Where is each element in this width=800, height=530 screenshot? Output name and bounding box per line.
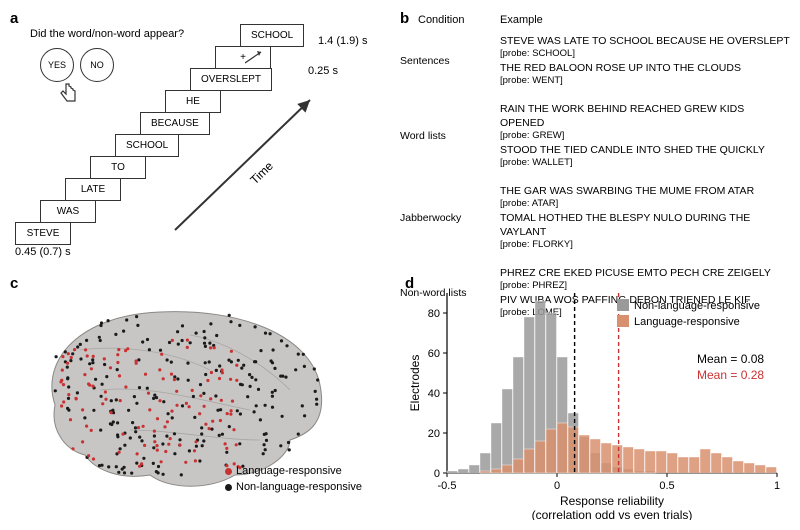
svg-text:0: 0	[434, 468, 440, 480]
svg-text:0: 0	[554, 480, 560, 492]
panel-b: b Condition Example SentencesSTEVE WAS L…	[400, 10, 790, 260]
example-1: RAIN THE WORK BEHIND REACHED GREW KIDS O…	[500, 102, 790, 130]
legend-dot-lang	[225, 468, 232, 475]
panel-b-header: Condition Example	[400, 14, 790, 26]
yes-button: YES	[40, 48, 74, 82]
yes-no-buttons: YES NO	[40, 48, 114, 82]
condition-row: Word listsRAIN THE WORK BEHIND REACHED G…	[400, 102, 790, 170]
word-box: OVERSLEPT	[190, 68, 272, 91]
probe-1: [probe: GREW]	[500, 130, 790, 143]
condition-examples: RAIN THE WORK BEHIND REACHED GREW KIDS O…	[500, 102, 790, 170]
panel-d: d 020406080-0.500.51ElectrodesResponse r…	[405, 275, 790, 520]
legend-lang-text: Language-responsive	[236, 465, 342, 477]
legend-dot-nonlang	[225, 484, 232, 491]
svg-text:-0.5: -0.5	[438, 480, 457, 492]
condition-examples: STEVE WAS LATE TO SCHOOL BECAUSE HE OVER…	[500, 34, 790, 88]
svg-text:0.5: 0.5	[659, 480, 674, 492]
example-2: STOOD THE TIED CANDLE INTO SHED THE QUIC…	[500, 143, 790, 157]
histogram: 020406080-0.500.51ElectrodesResponse rel…	[405, 285, 790, 520]
bottom-timing: 0.45 (0.7) s	[15, 246, 71, 258]
example-1: THE GAR WAS SWARBING THE MUME FROM ATAR	[500, 184, 790, 198]
svg-text:Mean = 0.08: Mean = 0.08	[697, 352, 764, 366]
condition-examples: THE GAR WAS SWARBING THE MUME FROM ATAR[…	[500, 184, 790, 252]
condition-row: JabberwockyTHE GAR WAS SWARBING THE MUME…	[400, 184, 790, 252]
header-example: Example	[500, 14, 543, 26]
top-timing: 1.4 (1.9) s	[318, 35, 368, 47]
svg-text:20: 20	[428, 428, 440, 440]
probe-2: [probe: WALLET]	[500, 157, 790, 170]
svg-text:Language-responsive: Language-responsive	[634, 316, 740, 328]
example-1: STEVE WAS LATE TO SCHOOL BECAUSE HE OVER…	[500, 34, 790, 48]
svg-text:Mean = 0.28: Mean = 0.28	[697, 368, 764, 382]
svg-text:1: 1	[774, 480, 780, 492]
probe-1: [probe: ATAR]	[500, 198, 790, 211]
svg-text:Non-language-responsive: Non-language-responsive	[634, 300, 760, 312]
condition-name: Sentences	[400, 34, 500, 88]
legend-nonlang-text: Non-language-responsive	[236, 481, 362, 493]
word-box: SCHOOL	[240, 24, 304, 47]
condition-name: Word lists	[400, 102, 500, 170]
panel-a-question: Did the word/non-word appear?	[30, 28, 184, 40]
word-box: STEVE	[15, 222, 71, 245]
condition-name: Jabberwocky	[400, 184, 500, 252]
time-arrow: Time	[165, 90, 325, 240]
panel-a-label: a	[10, 10, 18, 27]
svg-text:Electrodes: Electrodes	[408, 355, 422, 412]
svg-text:80: 80	[428, 308, 440, 320]
example-2: THE RED BALOON ROSE UP INTO THE CLOUDS	[500, 61, 790, 75]
panel-b-label: b	[400, 10, 409, 27]
word-box: TO	[90, 156, 146, 179]
probe-2: [probe: FLORKY]	[500, 239, 790, 252]
legend-lang: Language-responsive	[225, 465, 342, 477]
no-button: NO	[80, 48, 114, 82]
svg-text:60: 60	[428, 348, 440, 360]
time-arrow-label: Time	[247, 159, 276, 188]
svg-text:40: 40	[428, 388, 440, 400]
header-condition: Condition	[400, 14, 500, 26]
example-2: TOMAL HOTHED THE BLESPY NULO DURING THE …	[500, 211, 790, 239]
plus-timing: 0.25 s	[308, 65, 338, 77]
svg-text:Response reliability: Response reliability	[560, 494, 664, 508]
probe-1: [probe: SCHOOL]	[500, 48, 790, 61]
word-box: WAS	[40, 200, 96, 223]
panel-a: a Did the word/non-word appear? YES NO S…	[10, 10, 380, 260]
probe-2: [probe: WENT]	[500, 75, 790, 88]
hand-pointer-icon	[58, 82, 82, 108]
panel-c: c Language-responsive Non-language-respo…	[10, 275, 380, 520]
svg-text:(correlation odd vs even trial: (correlation odd vs even trials)	[532, 508, 693, 520]
condition-row: SentencesSTEVE WAS LATE TO SCHOOL BECAUS…	[400, 34, 790, 88]
legend-nonlang: Non-language-responsive	[225, 481, 362, 493]
word-box: LATE	[65, 178, 121, 201]
